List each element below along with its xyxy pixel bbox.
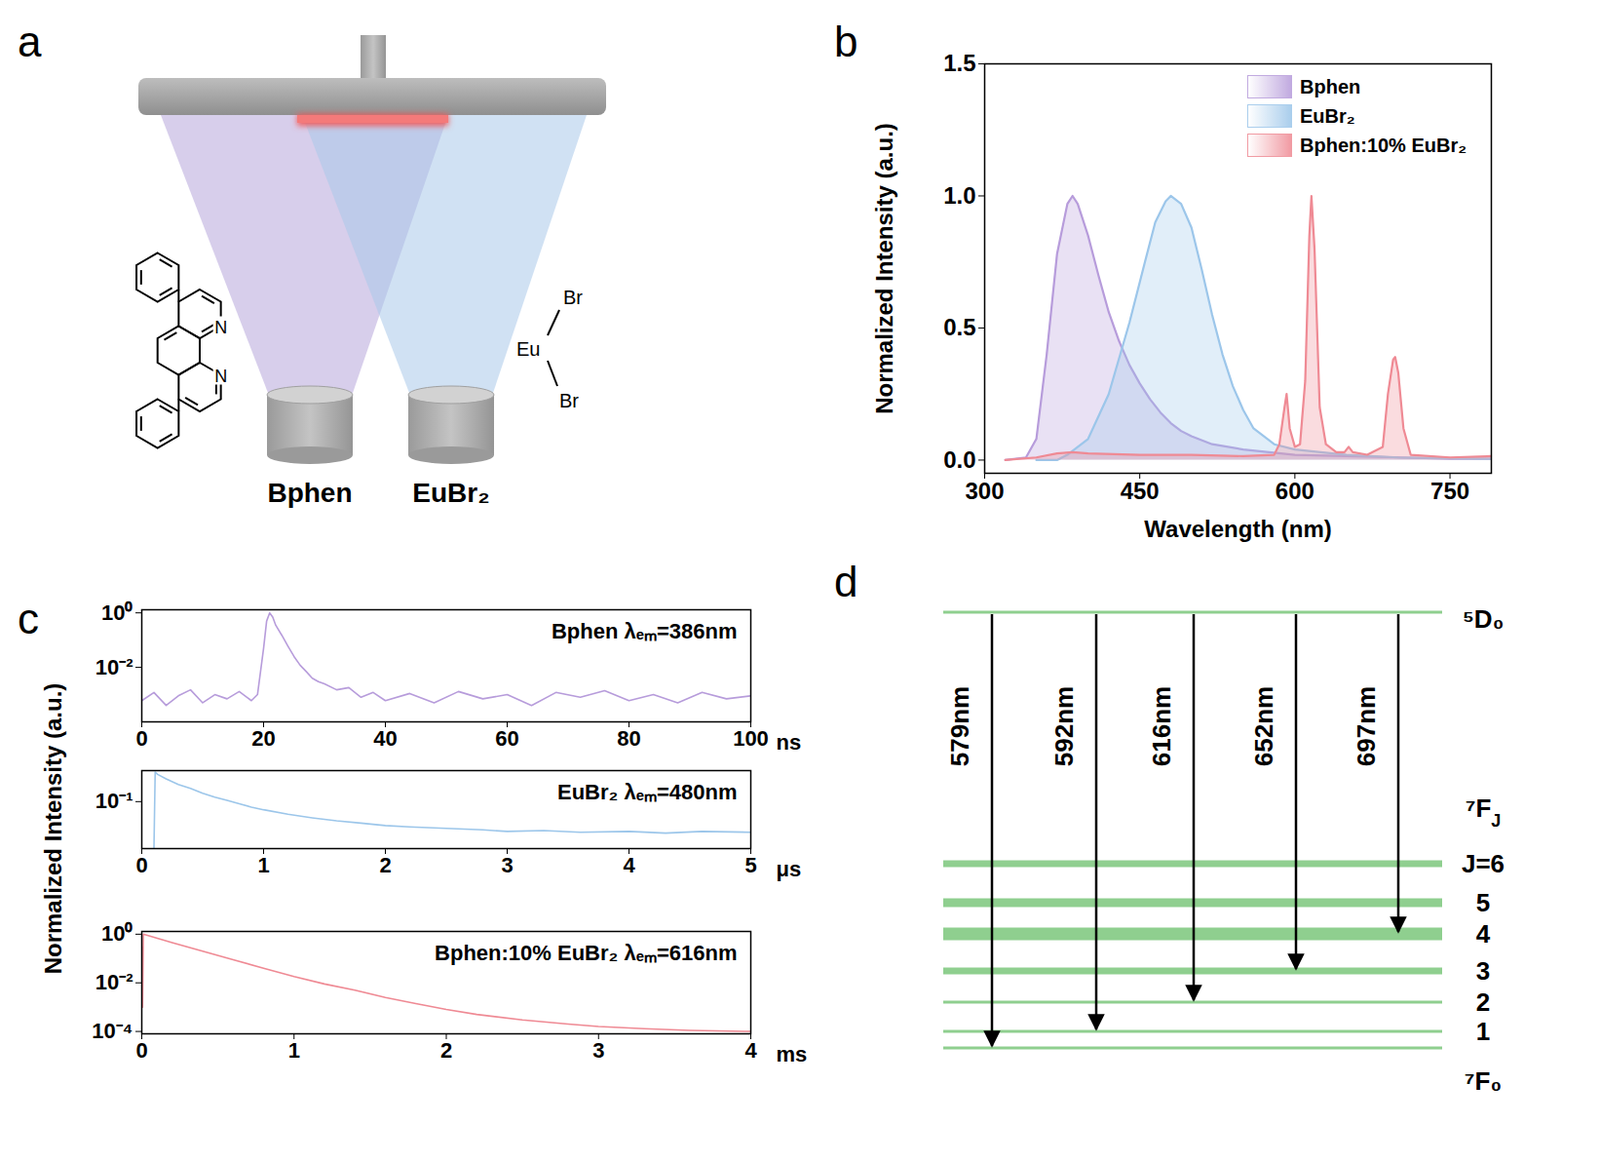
svg-text:616nm: 616nm [1146, 685, 1177, 766]
svg-text:0: 0 [135, 1037, 148, 1063]
svg-text:3: 3 [500, 852, 513, 877]
html-text:Normalized Intensity (a.u.): Normalized Intensity (a.u.) [39, 682, 67, 974]
svg-text:Wavelength (nm): Wavelength (nm) [1143, 515, 1332, 542]
svg-text:3: 3 [1476, 955, 1490, 986]
svg-text:Bphen: Bphen [266, 477, 352, 508]
svg-text:4: 4 [622, 852, 636, 877]
svg-text:Br: Br [563, 286, 583, 308]
svg-text:652nm: 652nm [1249, 685, 1279, 766]
svg-text:750: 750 [1430, 477, 1470, 504]
svg-text:300: 300 [964, 477, 1004, 504]
html-text:Bphen:10% EuBr₂: Bphen:10% EuBr₂ [1299, 133, 1467, 156]
svg-text:0: 0 [135, 852, 148, 877]
svg-text:⁵D₀: ⁵D₀ [1462, 604, 1505, 634]
svg-text:⁷FJ: ⁷FJ [1465, 793, 1502, 831]
svg-text:Bphen:10% EuBr₂ λₑₘ=616nm: Bphen:10% EuBr₂ λₑₘ=616nm [434, 940, 737, 965]
svg-text:10⁻²: 10⁻² [95, 969, 134, 994]
svg-text:600: 600 [1275, 477, 1315, 504]
html-text:Bphen: Bphen [1299, 75, 1361, 97]
svg-text:1: 1 [288, 1037, 301, 1063]
svg-text:1.5: 1.5 [943, 49, 976, 77]
svg-text:10⁻¹: 10⁻¹ [95, 788, 134, 813]
svg-text:40: 40 [373, 725, 397, 751]
svg-text:b: b [834, 17, 858, 66]
svg-text:1: 1 [1476, 1016, 1490, 1046]
svg-text:10⁻²: 10⁻² [95, 654, 134, 680]
svg-text:80: 80 [616, 725, 641, 751]
svg-text:2: 2 [379, 852, 391, 877]
svg-text:0.0: 0.0 [943, 446, 976, 473]
svg-text:1.0: 1.0 [943, 182, 976, 209]
svg-text:c: c [17, 594, 39, 643]
svg-text:Br: Br [559, 389, 579, 412]
svg-text:ns: ns [776, 729, 802, 755]
html-text:EuBr₂: EuBr₂ [1299, 104, 1356, 127]
svg-text:1: 1 [257, 852, 269, 877]
svg-text:d: d [834, 557, 858, 606]
svg-text:5: 5 [1476, 887, 1490, 917]
svg-text:4: 4 [1476, 918, 1491, 949]
svg-text:20: 20 [251, 725, 275, 751]
svg-text:EuBr₂ λₑₘ=480nm: EuBr₂ λₑₘ=480nm [557, 779, 738, 804]
svg-text:Eu: Eu [516, 338, 540, 360]
svg-text:10⁻⁴: 10⁻⁴ [91, 1018, 133, 1043]
svg-text:697nm: 697nm [1351, 685, 1381, 766]
svg-text:ms: ms [776, 1041, 808, 1067]
svg-text:Bphen λₑₘ=386nm: Bphen λₑₘ=386nm [551, 618, 738, 644]
svg-text:J=6: J=6 [1461, 848, 1505, 878]
svg-text:592nm: 592nm [1049, 685, 1079, 766]
svg-text:EuBr₂: EuBr₂ [412, 477, 490, 508]
svg-text:100: 100 [732, 725, 769, 751]
svg-text:450: 450 [1120, 477, 1160, 504]
svg-text:10⁰: 10⁰ [101, 920, 133, 946]
svg-text:3: 3 [592, 1037, 605, 1063]
svg-text:⁷F₀: ⁷F₀ [1464, 1066, 1502, 1096]
svg-text:N: N [214, 317, 228, 338]
svg-text:N: N [214, 366, 228, 386]
svg-text:2: 2 [1476, 987, 1490, 1017]
svg-text:Normalized Intensity (a.u.): Normalized Intensity (a.u.) [871, 122, 898, 415]
svg-text:a: a [17, 17, 42, 66]
svg-text:0.5: 0.5 [943, 313, 976, 341]
svg-text:10⁰: 10⁰ [101, 600, 133, 625]
svg-text:μs: μs [776, 856, 802, 881]
svg-text:4: 4 [744, 1037, 758, 1063]
svg-text:579nm: 579nm [945, 685, 975, 766]
svg-text:0: 0 [135, 725, 148, 751]
svg-text:2: 2 [440, 1037, 453, 1063]
svg-text:60: 60 [495, 725, 519, 751]
svg-text:5: 5 [744, 852, 757, 877]
